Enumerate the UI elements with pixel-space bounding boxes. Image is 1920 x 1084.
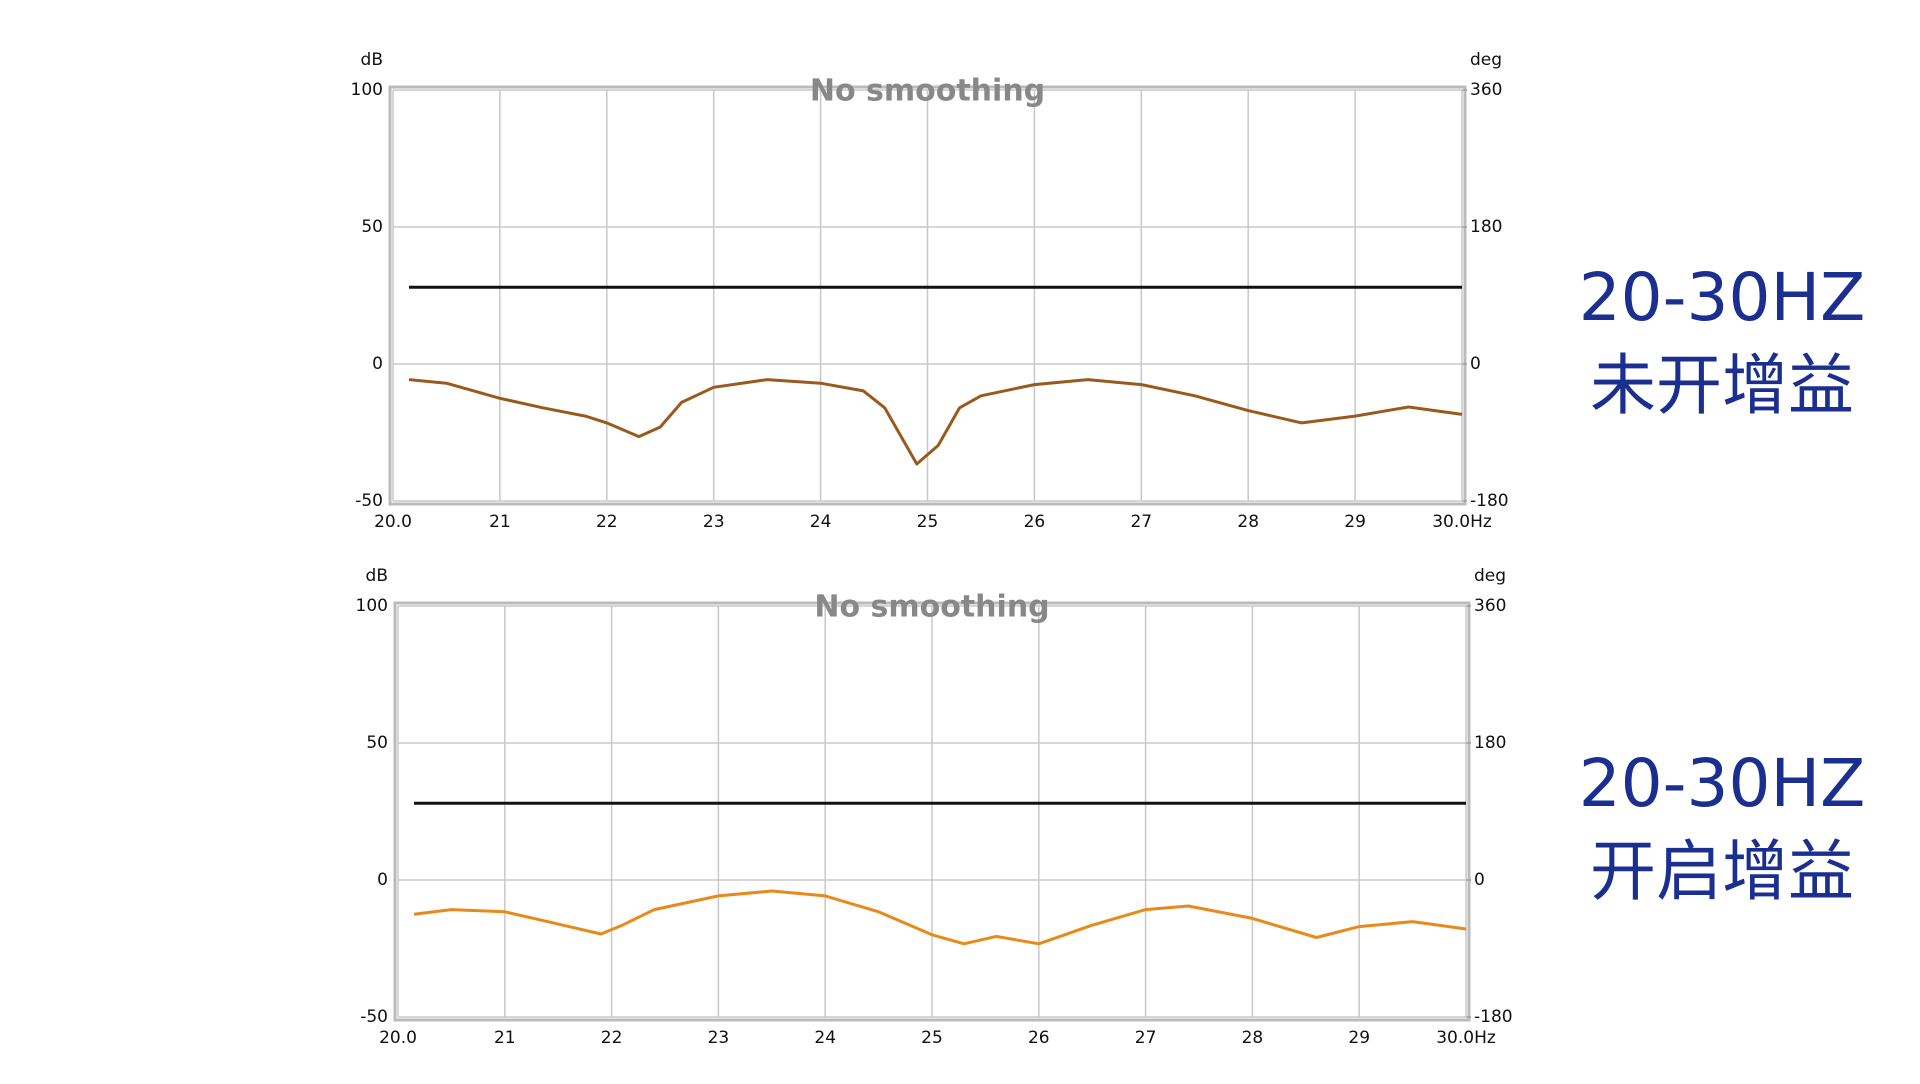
x-tick-label: 26 bbox=[1024, 512, 1046, 532]
y-tick-label: 0 bbox=[377, 870, 388, 890]
y2-axis-label: deg bbox=[1474, 566, 1506, 586]
annotation: No smoothing bbox=[814, 590, 1049, 625]
x-tick-label: 23 bbox=[703, 512, 725, 532]
x-tick-label: 24 bbox=[814, 1028, 836, 1048]
x-tick-label: 21 bbox=[494, 1028, 516, 1048]
x-tick-label: 27 bbox=[1135, 1028, 1157, 1048]
x-tick-label: 26 bbox=[1028, 1028, 1050, 1048]
y2-tick-label: -180 bbox=[1470, 491, 1509, 511]
y-tick-label: 50 bbox=[366, 733, 388, 753]
y2-tick-label: 180 bbox=[1474, 733, 1506, 753]
y-axis-label: dB bbox=[366, 566, 388, 586]
side-label: 20-30HZ bbox=[1579, 745, 1866, 822]
y-axis-label: dB bbox=[361, 50, 383, 70]
x-tick-label: 23 bbox=[708, 1028, 730, 1048]
x-tick-label: 24 bbox=[810, 512, 832, 532]
data-line bbox=[413, 889, 1467, 946]
y-tick-label: 50 bbox=[361, 217, 383, 237]
x-tick-label: 28 bbox=[1237, 512, 1259, 532]
y-tick-label: 100 bbox=[356, 596, 388, 616]
x-tick-label: 21 bbox=[489, 512, 511, 532]
x-tick-label: 20.0 bbox=[374, 512, 412, 532]
x-tick-label: 25 bbox=[917, 512, 939, 532]
y2-tick-label: 180 bbox=[1470, 217, 1502, 237]
side-label: 开启增益 bbox=[1590, 833, 1854, 910]
x-tick-label: 29 bbox=[1348, 1028, 1370, 1048]
x-tick-label: 30.0Hz bbox=[1432, 512, 1492, 532]
y2-axis-label: deg bbox=[1470, 50, 1502, 70]
side-label: 未开增益 bbox=[1590, 347, 1854, 424]
x-tick-label: 30.0Hz bbox=[1436, 1028, 1496, 1048]
y2-tick-label: 0 bbox=[1474, 870, 1485, 890]
x-tick-label: 27 bbox=[1130, 512, 1152, 532]
plot-frame bbox=[393, 601, 1471, 1022]
y-tick-label: 100 bbox=[351, 80, 383, 100]
data-line bbox=[408, 378, 1463, 466]
x-tick-label: 28 bbox=[1242, 1028, 1264, 1048]
x-tick-label: 25 bbox=[921, 1028, 943, 1048]
y2-tick-label: -180 bbox=[1474, 1007, 1513, 1027]
y2-tick-label: 360 bbox=[1470, 80, 1502, 100]
y-tick-label: -50 bbox=[360, 1007, 388, 1027]
x-tick-label: 29 bbox=[1344, 512, 1366, 532]
y-tick-label: 0 bbox=[372, 354, 383, 374]
x-tick-label: 22 bbox=[596, 512, 618, 532]
x-tick-label: 22 bbox=[601, 1028, 623, 1048]
x-tick-label: 20.0 bbox=[379, 1028, 417, 1048]
side-label: 20-30HZ bbox=[1579, 259, 1866, 336]
y2-tick-label: 0 bbox=[1470, 354, 1481, 374]
y2-tick-label: 360 bbox=[1474, 596, 1506, 616]
annotation: No smoothing bbox=[810, 74, 1045, 109]
plot-frame bbox=[388, 85, 1467, 506]
y-tick-label: -50 bbox=[355, 491, 383, 511]
